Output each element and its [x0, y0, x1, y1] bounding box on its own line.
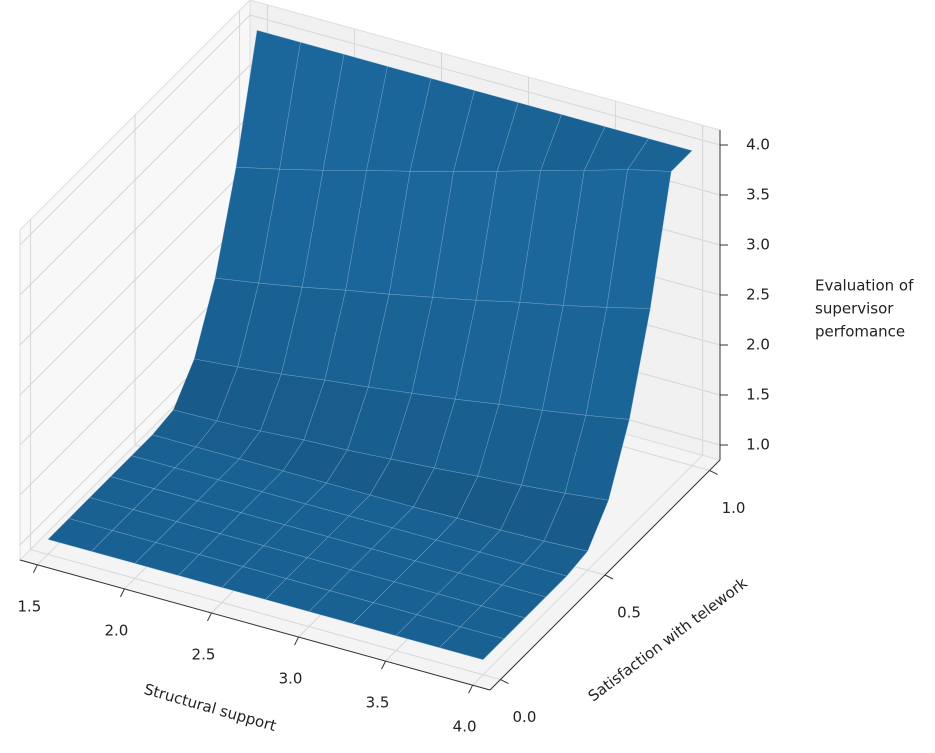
axis-line: [19, 559, 491, 691]
y-tick-label: 1.0: [722, 499, 746, 517]
z-axis-label: Evaluation of: [815, 277, 914, 295]
x-tick-label: 2.0: [105, 621, 129, 639]
x-tick-label: 3.5: [366, 694, 390, 712]
z-tick-label: 2.5: [746, 286, 770, 304]
x-axis-label: Structural support: [142, 680, 278, 735]
grid-line: [19, 214, 251, 446]
surface-patch: [459, 605, 526, 640]
x-tick-label: 1.5: [17, 597, 41, 615]
grid-line: [249, 14, 721, 146]
grid-line: [19, 64, 251, 296]
y-tick-label: 0.0: [513, 708, 537, 726]
z-tick-label: 3.0: [746, 236, 770, 254]
y-tick-label: 0.5: [617, 604, 641, 622]
surface-patch: [438, 626, 505, 661]
y-tick: [604, 574, 614, 580]
x-tick: [468, 684, 474, 694]
z-tick-label: 4.0: [746, 136, 770, 154]
x-tick-label: 2.5: [192, 645, 216, 663]
grid-line: [30, 549, 501, 681]
y-axis-label: Satisfaction with telework: [585, 574, 751, 705]
grid-line: [19, 164, 251, 396]
x-tick: [294, 636, 299, 646]
x-tick-label: 4.0: [453, 718, 477, 736]
z-axis-label: supervisor: [815, 300, 894, 318]
z-axis-label: perfomance: [815, 323, 905, 341]
surface-patch: [627, 138, 693, 172]
surface-patch: [564, 414, 630, 501]
x-tick: [32, 564, 38, 574]
x-tick: [119, 588, 125, 598]
x-tick: [381, 660, 387, 670]
y-tick: [709, 470, 718, 475]
x-tick-label: 3.0: [279, 670, 303, 688]
z-tick-label: 1.5: [746, 386, 770, 404]
y-tick: [500, 679, 509, 684]
z-tick-label: 2.0: [746, 336, 770, 354]
z-tick-label: 3.5: [746, 186, 770, 204]
x-tick: [207, 612, 212, 622]
grid-line: [19, 114, 251, 346]
grid-line: [19, 14, 251, 246]
z-tick-label: 1.0: [746, 436, 770, 454]
surface-patch: [543, 492, 609, 552]
